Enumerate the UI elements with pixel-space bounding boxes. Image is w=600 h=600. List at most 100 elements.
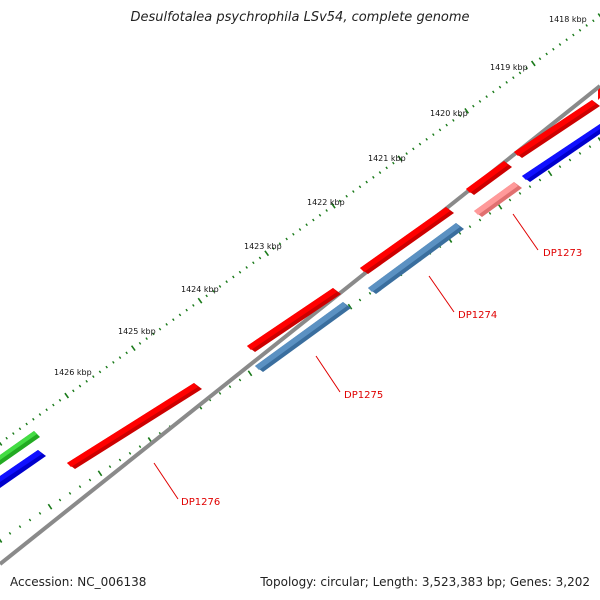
major-tick: [47, 503, 53, 510]
gene-label[interactable]: DP1274: [458, 310, 497, 321]
minor-tick: [592, 19, 595, 23]
minor-tick: [578, 151, 582, 155]
minor-tick: [118, 356, 122, 359]
minor-tick: [525, 66, 528, 70]
minor-tick: [588, 145, 592, 149]
minor-tick: [138, 341, 142, 345]
minor-tick: [568, 158, 572, 162]
minor-tick: [128, 451, 132, 455]
major-tick: [347, 303, 353, 310]
minor-tick: [572, 33, 575, 37]
major-tick: [547, 170, 553, 177]
minor-tick: [365, 180, 368, 184]
minor-tick: [538, 178, 542, 182]
minor-tick: [108, 465, 112, 469]
minor-tick: [558, 165, 562, 169]
minor-tick: [12, 432, 15, 435]
minor-tick: [285, 237, 288, 241]
minor-tick: [45, 408, 48, 412]
minor-tick: [238, 378, 242, 382]
minor-tick: [238, 270, 242, 274]
minor-tick: [58, 498, 62, 502]
minor-tick: [298, 228, 302, 231]
minor-tick: [185, 308, 188, 312]
minor-tick: [88, 478, 92, 482]
minor-tick: [538, 57, 542, 61]
major-tick: [597, 13, 600, 18]
major-tick: [597, 137, 600, 142]
minor-tick: [318, 213, 322, 217]
minor-tick: [252, 261, 255, 265]
gene-label[interactable]: DP1276: [181, 497, 220, 508]
minor-tick: [412, 147, 415, 151]
gene-bar-highlighted[interactable]: [255, 302, 351, 372]
genome-backbone: [0, 84, 600, 566]
gene-bar-reverse[interactable]: [0, 450, 46, 488]
gene-bar-forward[interactable]: [247, 288, 341, 352]
gene-bar-reverse[interactable]: [522, 124, 600, 182]
minor-tick: [512, 76, 515, 80]
gene-label[interactable]: DP1275: [344, 390, 383, 401]
label-leader-line: [512, 213, 539, 251]
kbp-label: 1420 kbp: [430, 109, 468, 118]
minor-tick: [385, 166, 388, 170]
minor-tick: [72, 389, 75, 393]
label-leader-line: [153, 462, 179, 500]
minor-tick: [518, 191, 522, 195]
kbp-label: 1422 kbp: [307, 198, 345, 207]
minor-tick: [228, 385, 232, 389]
minor-tick: [558, 43, 562, 46]
minor-tick: [478, 100, 482, 103]
minor-tick: [352, 190, 355, 193]
major-tick: [247, 370, 253, 377]
gene-bar-highlighted[interactable]: [474, 182, 522, 217]
minor-tick: [85, 379, 88, 383]
minor-tick: [325, 209, 328, 212]
gene-bar-forward[interactable]: [67, 383, 202, 469]
minor-tick: [358, 298, 362, 302]
minor-tick: [125, 351, 128, 355]
gene-bar-other[interactable]: [0, 431, 40, 465]
gene-bar-highlighted[interactable]: [368, 223, 464, 294]
accession-text: Accession: NC_006138: [10, 575, 147, 589]
minor-tick: [405, 152, 408, 155]
gene-label[interactable]: DP1273: [543, 248, 582, 259]
minor-tick: [452, 118, 455, 122]
minor-tick: [38, 413, 42, 416]
minor-tick: [468, 225, 472, 229]
minor-tick: [258, 256, 262, 260]
minor-tick: [98, 370, 102, 374]
minor-tick: [445, 123, 448, 127]
kbp-label: 1424 kbp: [181, 285, 219, 294]
kbp-label: 1426 kbp: [54, 368, 92, 377]
minor-tick: [492, 90, 495, 94]
minor-tick: [138, 445, 142, 449]
gene-bar-forward[interactable]: [360, 207, 454, 274]
kbp-label: 1421 kbp: [368, 154, 406, 163]
minor-tick: [372, 175, 375, 179]
minor-tick: [158, 327, 162, 331]
minor-tick: [425, 137, 428, 141]
major-tick: [0, 441, 3, 446]
major-tick: [197, 297, 203, 304]
minor-tick: [565, 38, 568, 42]
minor-tick: [28, 518, 32, 522]
minor-tick: [112, 360, 115, 364]
minor-tick: [508, 198, 512, 202]
minor-tick: [292, 232, 295, 236]
minor-tick: [105, 365, 108, 369]
minor-tick: [498, 85, 502, 89]
minor-tick: [545, 52, 548, 56]
minor-tick: [178, 313, 182, 317]
minor-tick: [32, 417, 35, 421]
genome-stats-text: Topology: circular; Length: 3,523,383 bp…: [260, 575, 590, 589]
minor-tick: [245, 266, 248, 269]
minor-tick: [165, 323, 168, 326]
minor-tick: [438, 128, 442, 132]
minor-tick: [305, 223, 308, 227]
gene-bar-forward[interactable]: [466, 161, 512, 195]
gene-bar-forward[interactable]: [514, 100, 600, 158]
minor-tick: [205, 294, 208, 298]
label-leader-line: [315, 355, 341, 393]
minor-tick: [272, 247, 275, 250]
